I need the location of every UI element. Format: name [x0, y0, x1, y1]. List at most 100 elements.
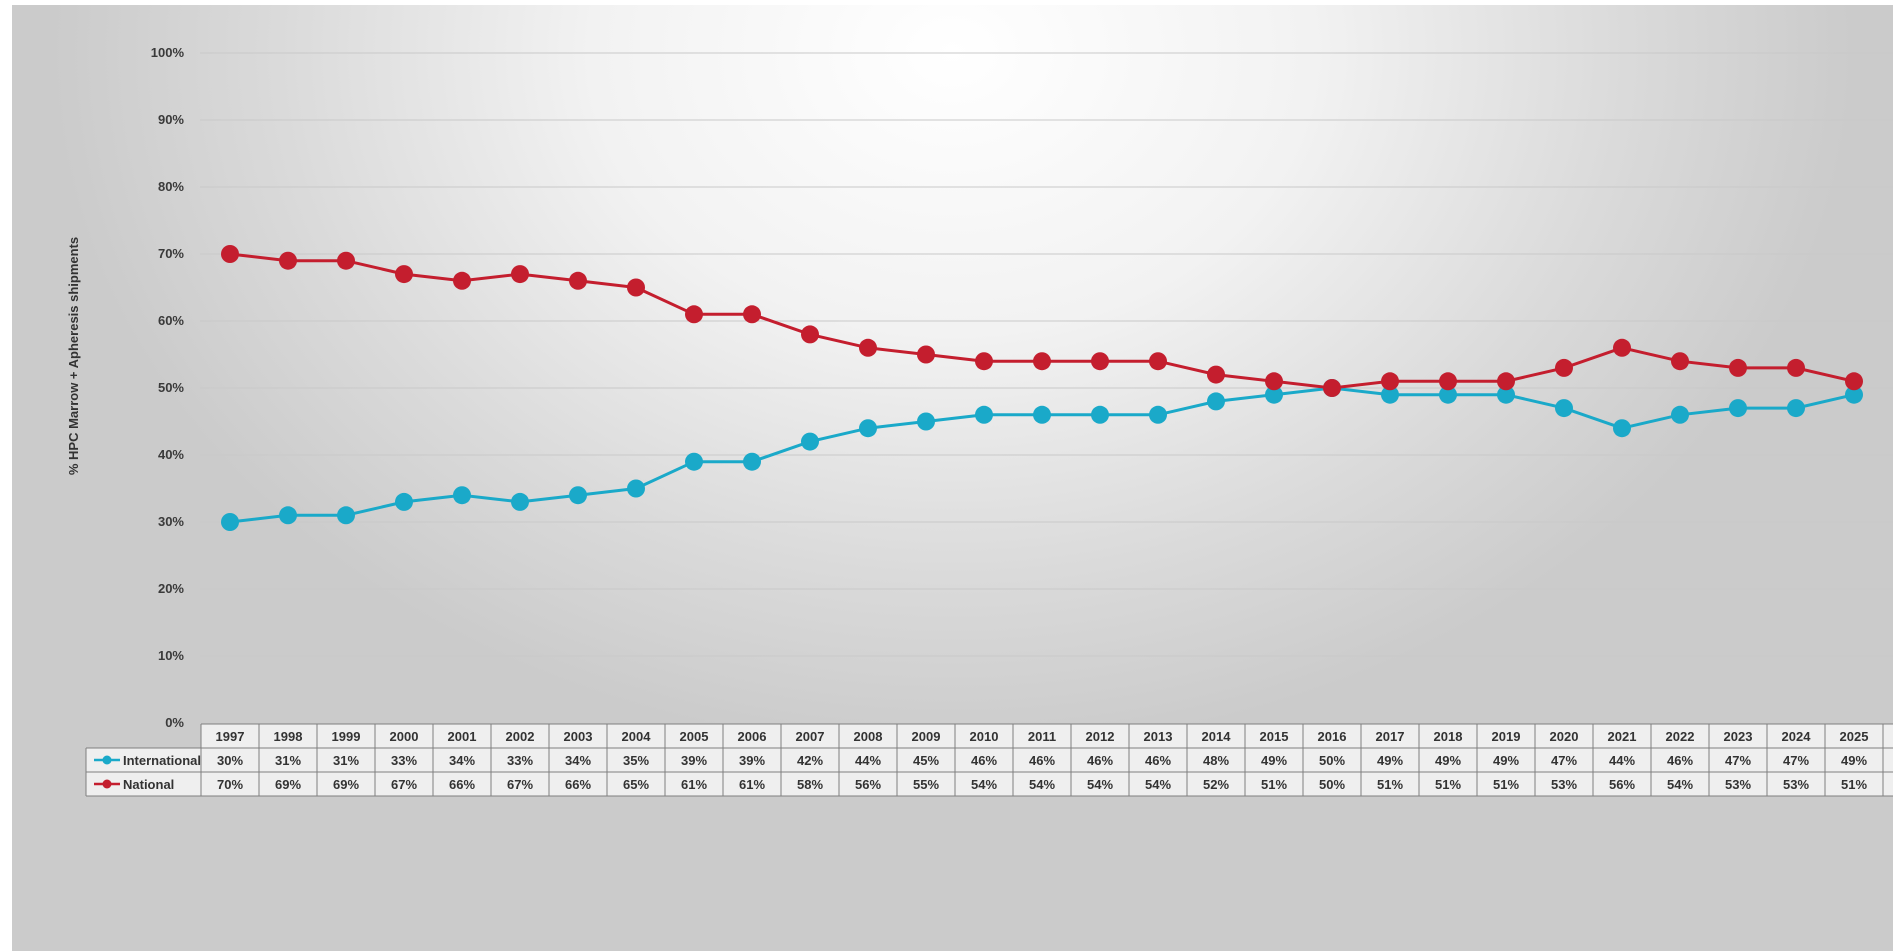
gridlines: [200, 52, 1893, 657]
x-tick-label: 2005: [680, 729, 709, 744]
x-tick-label: 2013: [1144, 729, 1173, 744]
data-label: 70%: [217, 777, 243, 792]
data-label: 46%: [1667, 753, 1693, 768]
data-label: 39%: [739, 753, 765, 768]
data-point-international: [1207, 392, 1225, 411]
data-point-national: [279, 251, 297, 270]
data-label: 51%: [1493, 777, 1519, 792]
data-label: 66%: [449, 777, 475, 792]
data-point-international: [1091, 405, 1109, 424]
y-axis-ticks: 0% 10% 20% 30% 40% 50% 60% 70% 80% 90% 100%: [151, 45, 185, 730]
data-label: 67%: [391, 777, 417, 792]
data-point-national: [453, 271, 471, 290]
data-point-national: [1439, 372, 1457, 391]
data-label: 51%: [1435, 777, 1461, 792]
x-tick-label: 2008: [854, 729, 883, 744]
y-tick-label: 30%: [158, 514, 184, 529]
data-label: 53%: [1783, 777, 1809, 792]
data-point-national: [1671, 352, 1689, 371]
legend-key-marker-national: [102, 779, 112, 789]
x-tick-label: 2019: [1492, 729, 1521, 744]
data-point-national: [1845, 372, 1863, 391]
series-group: [221, 245, 1863, 531]
data-label: 46%: [1145, 753, 1171, 768]
data-point-national: [1091, 352, 1109, 371]
data-point-international: [395, 492, 413, 511]
data-label: 34%: [565, 753, 591, 768]
x-tick-label: 1997: [216, 729, 245, 744]
data-point-international: [743, 452, 761, 471]
x-tick-label: 2023: [1724, 729, 1753, 744]
data-point-international: [1497, 385, 1515, 404]
data-point-international: [453, 486, 471, 505]
data-point-national: [1787, 358, 1805, 377]
x-tick-label: 2000: [390, 729, 419, 744]
data-point-international: [221, 513, 239, 531]
data-label: 45%: [913, 753, 939, 768]
data-label: 31%: [275, 753, 301, 768]
data-point-international: [511, 492, 529, 511]
data-point-national: [627, 278, 645, 297]
data-point-international: [801, 432, 819, 451]
data-point-international: [1033, 405, 1051, 424]
legend-label-international: International: [123, 753, 201, 768]
data-point-national: [1149, 352, 1167, 371]
data-label: 54%: [1145, 777, 1171, 792]
data-point-national: [1207, 365, 1225, 384]
data-point-national: [1497, 372, 1515, 391]
data-label: 67%: [507, 777, 533, 792]
data-label: 55%: [913, 777, 939, 792]
data-point-international: [1265, 385, 1283, 404]
data-point-national: [859, 338, 877, 357]
data-label: 46%: [1029, 753, 1055, 768]
x-tick-label: 1999: [332, 729, 361, 744]
data-label: 65%: [623, 777, 649, 792]
data-label: 49%: [1493, 753, 1519, 768]
data-label: 53%: [1551, 777, 1577, 792]
y-tick-label: 10%: [158, 648, 184, 663]
data-point-national: [1729, 358, 1747, 377]
x-tick-label: 2004: [622, 729, 652, 744]
data-point-international: [337, 506, 355, 525]
data-point-national: [975, 352, 993, 371]
data-label: 56%: [1609, 777, 1635, 792]
y-tick-label: 20%: [158, 581, 184, 596]
x-tick-label: 2009: [912, 729, 941, 744]
data-point-international: [1555, 399, 1573, 418]
data-point-national: [569, 271, 587, 290]
data-label: 31%: [333, 753, 359, 768]
line-chart: 0% 10% 20% 30% 40% 50% 60% 70% 80% 90% 100% % HPC …: [66, 45, 1893, 797]
data-point-international: [1787, 399, 1805, 418]
y-tick-label: 60%: [158, 313, 184, 328]
data-label: 54%: [971, 777, 997, 792]
data-label: 49%: [1261, 753, 1287, 768]
data-label: 44%: [1609, 753, 1635, 768]
data-point-national: [1033, 352, 1051, 371]
x-tick-label: 2006: [738, 729, 767, 744]
y-tick-label: 70%: [158, 246, 184, 261]
legend-key-marker-international: [102, 755, 112, 765]
data-label: 42%: [797, 753, 823, 768]
x-tick-label: 2011: [1028, 729, 1056, 744]
data-point-national: [917, 345, 935, 364]
data-point-international: [569, 486, 587, 505]
data-label: 51%: [1841, 777, 1867, 792]
data-point-national: [1381, 372, 1399, 391]
data-point-national: [1323, 379, 1341, 397]
data-point-international: [859, 419, 877, 438]
x-tick-label: 2022: [1666, 729, 1695, 744]
data-point-national: [1265, 372, 1283, 391]
data-label: 50%: [1319, 777, 1345, 792]
x-tick-label: 2025: [1840, 729, 1869, 744]
x-tick-label: 2003: [564, 729, 593, 744]
x-tick-label: 2017: [1376, 729, 1405, 744]
x-tick-label: 2007: [796, 729, 825, 744]
data-point-national: [395, 265, 413, 284]
data-label: 47%: [1783, 753, 1809, 768]
data-label: 33%: [391, 753, 417, 768]
data-point-national: [685, 305, 703, 324]
data-label: 33%: [507, 753, 533, 768]
x-tick-label: 2024: [1782, 729, 1812, 744]
data-point-international: [1439, 385, 1457, 404]
data-label: 54%: [1087, 777, 1113, 792]
